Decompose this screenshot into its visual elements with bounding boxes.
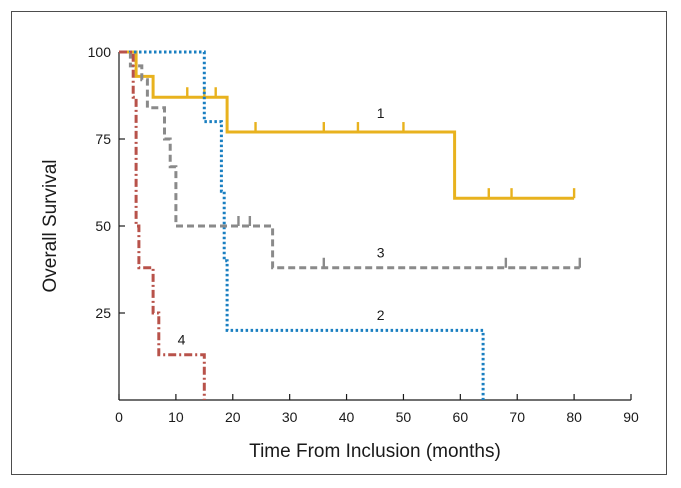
x-tick-label: 90	[623, 409, 639, 425]
series-label-1: 1	[377, 105, 385, 121]
series-3: 3	[119, 50, 581, 270]
series-4: 4	[119, 50, 206, 400]
x-tick-label: 0	[115, 409, 123, 425]
x-tick-label: 70	[509, 409, 525, 425]
x-tick-label: 80	[566, 409, 582, 425]
x-tick-label: 10	[168, 409, 184, 425]
x-tick-label: 20	[225, 409, 241, 425]
series-label-4: 4	[178, 331, 186, 347]
series-label-2: 2	[377, 307, 385, 323]
series-label-3: 3	[377, 244, 385, 260]
series-group: 1 2 3 4	[119, 50, 581, 400]
axes	[118, 52, 631, 401]
y-tick-label: 25	[95, 305, 111, 321]
series-1: 1	[119, 50, 576, 200]
series-line-3	[119, 50, 580, 270]
y-axis-title: Overall Survival	[40, 159, 61, 292]
y-tick-label: 100	[88, 44, 112, 60]
series-line-2	[119, 50, 485, 400]
y-tick-label: 75	[95, 131, 111, 147]
x-tick-label: 40	[339, 409, 355, 425]
survival-chart: 0 10 20 30 40 50 60 70 80 90 25 50 75 100 1 2 3 4 Time F…	[40, 44, 639, 462]
x-tick-label: 30	[282, 409, 298, 425]
x-tick-label: 60	[453, 409, 469, 425]
series-2: 2	[119, 50, 485, 400]
tick-group: 0 10 20 30 40 50 60 70 80 90 25 50 75 100	[88, 44, 639, 425]
series-line-4	[119, 50, 206, 400]
series-line-1	[119, 50, 575, 200]
x-axis-title: Time From Inclusion (months)	[249, 441, 501, 462]
chart-frame: 0 10 20 30 40 50 60 70 80 90 25 50 75 100 1 2 3 4 Time F…	[11, 11, 667, 475]
x-tick-label: 50	[396, 409, 412, 425]
y-tick-label: 50	[95, 218, 111, 234]
